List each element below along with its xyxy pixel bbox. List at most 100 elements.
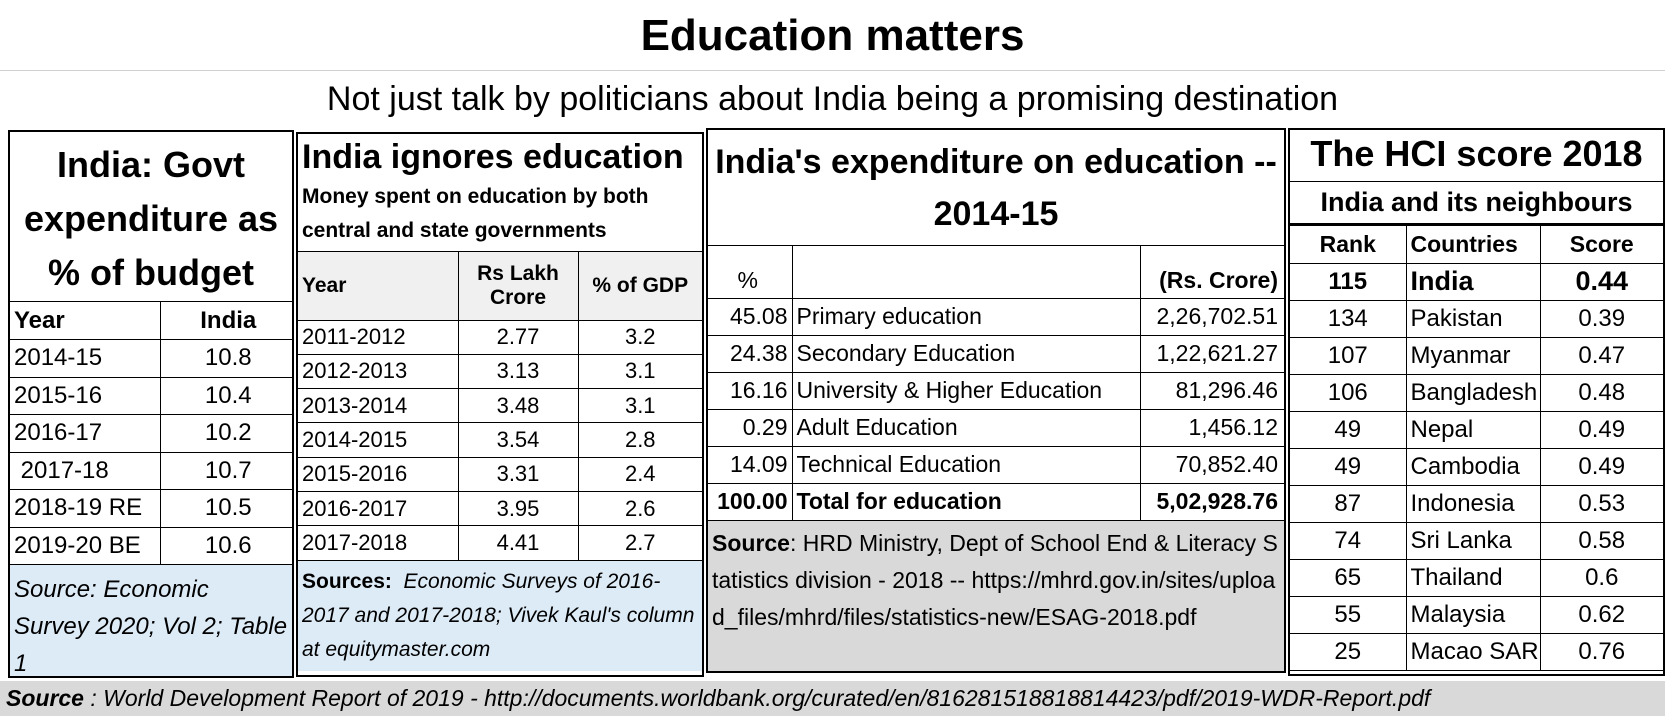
table-row: 16.16 University & Higher Education 81,2… (708, 372, 1284, 410)
table-row: 24.38 Secondary Education 1,22,621.27 (708, 335, 1284, 373)
year-cell: 2015-2016 (298, 457, 459, 492)
year-cell: 2016-2017 (298, 491, 459, 527)
column-header: % (708, 246, 793, 299)
score-cell: 0.44 (1540, 263, 1663, 301)
table-row: 2018-19 RE 10.5 (10, 489, 292, 528)
column-header: (Rs. Crore) (1140, 246, 1284, 299)
country-cell: Thailand (1406, 559, 1541, 597)
country-cell: Cambodia (1406, 448, 1541, 486)
education-spending-panel: India ignores education Money spent on e… (296, 132, 704, 677)
table-header-row: Year India (10, 302, 292, 340)
source-text: : HRD Ministry, Dept of School End & Lit… (712, 529, 1278, 630)
education-spending-heading: India ignores education (302, 138, 684, 176)
footer-source-label: Source (6, 685, 84, 711)
country-cell: India (1406, 263, 1541, 301)
crore-cell: 3.54 (458, 422, 579, 458)
gdp-cell: 3.1 (578, 388, 702, 424)
table-row: 2011-2012 2.77 3.2 (298, 320, 702, 355)
score-cell: 0.47 (1540, 337, 1663, 375)
year-cell: 2014-2015 (298, 422, 459, 458)
rank-cell: 107 (1290, 337, 1407, 375)
crore-cell: 2.77 (458, 320, 579, 355)
year-cell: 2016-17 (10, 414, 161, 453)
country-cell: Sri Lanka (1406, 522, 1541, 560)
crore-cell: 3.95 (458, 491, 579, 527)
column-header: Year (10, 302, 161, 340)
source-text: Economic Surveys of 2016-2017 and 2017-2… (302, 569, 701, 661)
value-cell: 10.7 (160, 452, 292, 490)
amount-cell: 70,852.40 (1140, 446, 1284, 484)
rank-cell: 115 (1290, 263, 1407, 301)
hci-score-table: Rank Countries Score 115 India 0.44 134 … (1290, 226, 1663, 671)
year-cell: 2011-2012 (298, 320, 459, 355)
year-cell: 2014-15 (10, 339, 161, 378)
gdp-cell: 2.4 (578, 457, 702, 492)
table-row: 2017-18 10.7 (10, 452, 292, 490)
title-divider (0, 70, 1665, 71)
gdp-cell: 2.6 (578, 491, 702, 527)
score-cell: 0.39 (1540, 300, 1663, 338)
rank-cell: 74 (1290, 522, 1407, 560)
item-cell: Secondary Education (792, 335, 1141, 373)
column-header: Score (1540, 226, 1663, 264)
table-row: 87 Indonesia 0.53 (1290, 485, 1663, 523)
item-cell: Total for education (792, 483, 1141, 521)
item-cell: Adult Education (792, 409, 1141, 447)
score-cell: 0.48 (1540, 374, 1663, 412)
gdp-cell: 2.8 (578, 422, 702, 458)
budget-share-heading: India: Govt expenditure as % of budget (10, 132, 292, 302)
country-cell: Myanmar (1406, 337, 1541, 375)
expenditure-breakdown-source: Source: HRD Ministry, Dept of School End… (708, 520, 1284, 671)
year-cell: 2017-2018 (298, 525, 459, 561)
value-cell: 10.6 (160, 527, 292, 565)
table-row: 2017-2018 4.41 2.7 (298, 525, 702, 561)
score-cell: 0.49 (1540, 411, 1663, 449)
column-header: Countries (1406, 226, 1541, 264)
total-row: 100.00 Total for education 5,02,928.76 (708, 483, 1284, 521)
rank-cell: 87 (1290, 485, 1407, 523)
column-header: Rank (1290, 226, 1407, 264)
gdp-cell: 3.1 (578, 354, 702, 390)
country-cell: Pakistan (1406, 300, 1541, 338)
table-header-row: % (Rs. Crore) (708, 246, 1284, 299)
column-header: Rs Lakh Crore (458, 252, 579, 321)
country-cell: Malaysia (1406, 596, 1541, 634)
rank-cell: 106 (1290, 374, 1407, 412)
table-row: 45.08 Primary education 2,26,702.51 (708, 298, 1284, 336)
table-header-row: Rank Countries Score (1290, 226, 1663, 264)
score-cell: 0.76 (1540, 633, 1663, 671)
value-cell: 10.5 (160, 489, 292, 528)
score-cell: 0.53 (1540, 485, 1663, 523)
country-cell: Nepal (1406, 411, 1541, 449)
year-cell: 2017-18 (10, 452, 161, 490)
table-row: 2014-2015 3.54 2.8 (298, 422, 702, 458)
gdp-cell: 2.7 (578, 525, 702, 561)
table-row: 49 Cambodia 0.49 (1290, 448, 1663, 486)
page-title: Education matters (640, 11, 1025, 60)
crore-cell: 3.13 (458, 354, 579, 390)
score-cell: 0.58 (1540, 522, 1663, 560)
table-row: 106 Bangladesh 0.48 (1290, 374, 1663, 412)
footer-source: Source : World Development Report of 201… (0, 681, 1665, 716)
budget-share-table: Year India 2014-15 10.8 2015-16 10.4 201… (10, 302, 292, 565)
table-row: 2014-15 10.8 (10, 339, 292, 378)
amount-cell: 1,22,621.27 (1140, 335, 1284, 373)
table-row: 2013-2014 3.48 3.1 (298, 388, 702, 424)
table-row: 14.09 Technical Education 70,852.40 (708, 446, 1284, 484)
expenditure-breakdown-panel: India's expenditure on education -- 2014… (706, 128, 1286, 673)
item-cell: Technical Education (792, 446, 1141, 484)
year-cell: 2012-2013 (298, 354, 459, 390)
item-cell: Primary education (792, 298, 1141, 336)
country-cell: Macao SAR (1406, 633, 1541, 671)
table-row: 2016-2017 3.95 2.6 (298, 491, 702, 527)
source-label: Source (712, 529, 790, 556)
country-cell: Indonesia (1406, 485, 1541, 523)
percent-cell: 45.08 (708, 298, 793, 336)
table-row: 134 Pakistan 0.39 (1290, 300, 1663, 338)
education-spending-source: Sources: Economic Surveys of 2016-2017 a… (298, 560, 702, 671)
hci-score-panel: The HCI score 2018 India and its neighbo… (1288, 128, 1665, 676)
rank-cell: 134 (1290, 300, 1407, 338)
score-cell: 0.6 (1540, 559, 1663, 597)
item-cell: University & Higher Education (792, 372, 1141, 410)
score-cell: 0.62 (1540, 596, 1663, 634)
